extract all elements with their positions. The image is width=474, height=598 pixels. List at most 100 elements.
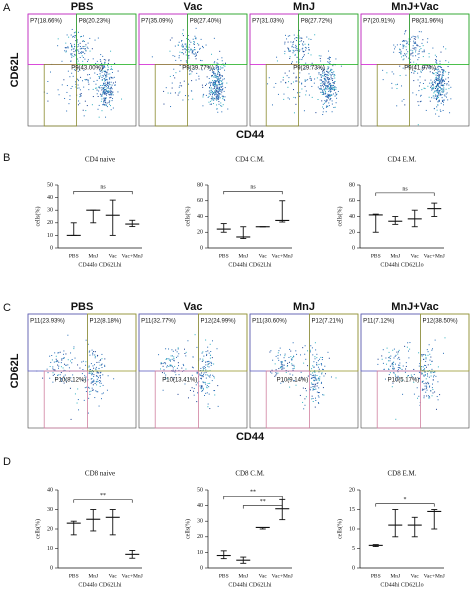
event-dot xyxy=(205,377,207,379)
event-dot xyxy=(70,352,72,354)
event-dot xyxy=(391,364,393,366)
event-dot xyxy=(326,100,328,102)
event-dot xyxy=(333,106,335,108)
event-dot xyxy=(81,373,83,375)
event-dot xyxy=(440,84,442,86)
event-dot xyxy=(327,93,329,95)
event-dot xyxy=(204,84,206,86)
event-dot xyxy=(203,382,205,384)
event-dot xyxy=(191,52,193,54)
event-dot xyxy=(92,380,94,382)
event-dot xyxy=(320,60,322,62)
event-dot xyxy=(282,368,284,370)
event-dot xyxy=(211,92,213,94)
event-dot xyxy=(211,363,213,365)
event-dot xyxy=(327,81,329,83)
event-dot xyxy=(99,73,101,75)
event-dot xyxy=(423,51,425,53)
event-dot xyxy=(172,350,174,352)
panel-letter: B xyxy=(3,152,10,164)
event-dot xyxy=(439,65,441,67)
event-dot xyxy=(301,82,303,84)
event-dot xyxy=(91,371,93,373)
event-dot xyxy=(223,99,225,101)
event-dot xyxy=(437,96,439,98)
event-dot xyxy=(393,357,395,359)
event-dot xyxy=(105,86,107,88)
event-dot xyxy=(67,46,69,48)
event-dot xyxy=(217,97,219,99)
gate-label: P12(24.99%) xyxy=(201,318,236,324)
event-dot xyxy=(96,355,98,357)
event-dot xyxy=(425,365,427,367)
event-dot xyxy=(217,99,219,101)
event-dot xyxy=(222,104,224,106)
event-dot xyxy=(438,99,440,101)
event-dot xyxy=(88,366,90,368)
event-dot xyxy=(313,388,315,390)
event-dot xyxy=(171,358,173,360)
event-dot xyxy=(84,375,86,377)
event-dot xyxy=(432,95,434,97)
event-dot xyxy=(426,373,428,375)
event-dot xyxy=(198,44,200,46)
event-dot xyxy=(443,101,445,103)
event-dot xyxy=(216,108,218,110)
event-dot xyxy=(91,373,93,375)
y-tick-label: 0 xyxy=(50,565,53,571)
event-dot xyxy=(412,47,414,49)
event-dot xyxy=(295,103,297,105)
event-dot xyxy=(97,380,99,382)
event-dot xyxy=(435,90,437,92)
event-dot xyxy=(100,382,102,384)
event-dot xyxy=(62,367,64,369)
event-dot xyxy=(106,92,108,94)
event-dot xyxy=(205,44,207,46)
event-dot xyxy=(328,94,330,96)
event-dot xyxy=(310,382,312,384)
event-dot xyxy=(63,377,65,379)
event-dot xyxy=(414,377,416,379)
event-dot xyxy=(84,58,86,60)
event-dot xyxy=(430,356,432,358)
event-dot xyxy=(419,101,421,103)
event-dot xyxy=(442,80,444,82)
y-tick-label: 80 xyxy=(197,182,203,188)
event-dot xyxy=(209,69,211,71)
y-tick-label: 0 xyxy=(200,245,203,251)
event-dot xyxy=(439,109,441,111)
event-dot xyxy=(91,378,93,380)
event-dot xyxy=(214,80,216,82)
event-dot xyxy=(413,373,415,375)
event-dot xyxy=(199,370,201,372)
event-dot xyxy=(217,84,219,86)
event-dot xyxy=(436,89,438,91)
event-dot xyxy=(309,76,311,78)
event-dot xyxy=(79,367,81,369)
event-dot xyxy=(437,84,439,86)
event-dot xyxy=(441,66,443,68)
event-dot xyxy=(435,99,437,101)
event-dot xyxy=(77,79,79,81)
event-dot xyxy=(192,51,194,53)
event-dot xyxy=(208,101,210,103)
event-dot xyxy=(91,349,93,351)
event-dot xyxy=(321,372,323,374)
event-dot xyxy=(318,73,320,75)
event-dot xyxy=(91,374,93,376)
event-dot xyxy=(185,43,187,45)
event-dot xyxy=(218,101,220,103)
event-dot xyxy=(218,81,220,83)
event-dot xyxy=(221,86,223,88)
event-dot xyxy=(101,358,103,360)
event-dot xyxy=(104,65,106,67)
event-dot xyxy=(302,44,304,46)
event-dot xyxy=(322,387,324,389)
event-dot xyxy=(283,364,285,366)
gate xyxy=(154,370,199,429)
event-dot xyxy=(292,49,294,51)
event-dot xyxy=(388,374,390,376)
event-dot xyxy=(435,81,437,83)
event-dot xyxy=(214,80,216,82)
event-dot xyxy=(439,79,441,81)
